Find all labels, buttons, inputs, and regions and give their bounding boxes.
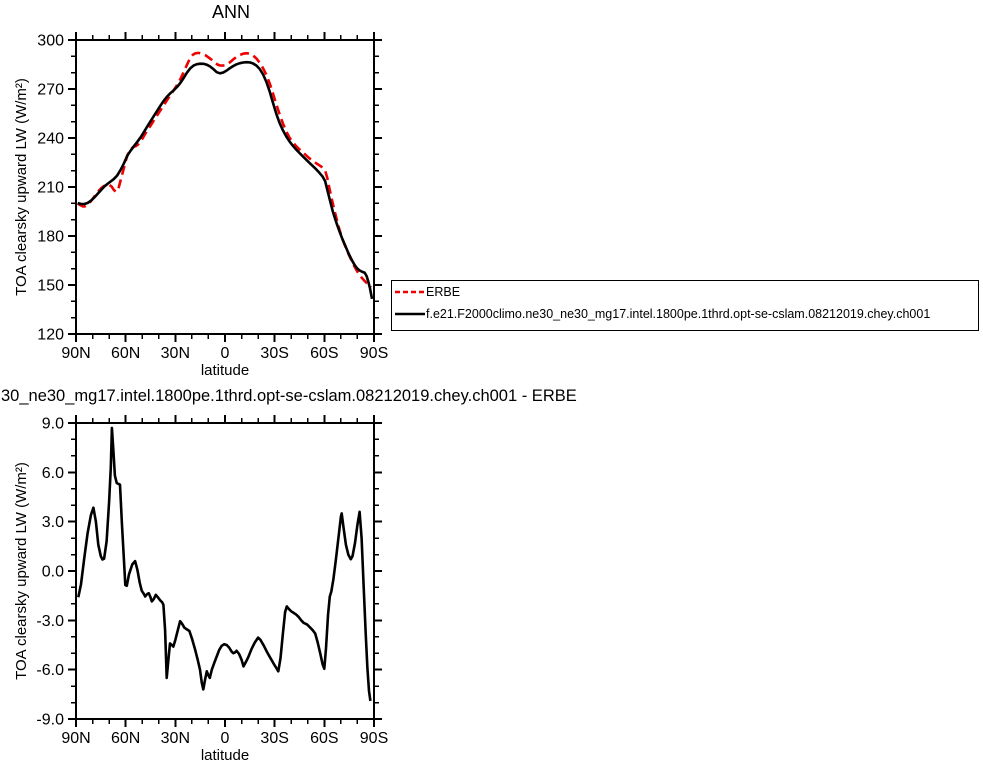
series-line xyxy=(77,51,373,289)
legend-entry-model: f.e21.F2000climo.ne30_ne30_mg17.intel.18… xyxy=(392,303,978,325)
top-chart: 90N 60N 30N 0 30S 60S 90S 300 270 240 210 180 150 120 xyxy=(37,32,388,362)
x-tick-label: 0 xyxy=(221,345,230,362)
top-chart-x-axis-title: latitude xyxy=(200,362,250,379)
x-tick-label: 0 xyxy=(221,730,230,747)
x-tick-label: 30N xyxy=(161,345,190,362)
x-tick-label: 90N xyxy=(61,345,90,362)
y-tick-label: 9.0 xyxy=(42,416,64,433)
legend-label-erbe: ERBE xyxy=(426,285,461,299)
legend-entry-erbe: ERBE xyxy=(392,281,978,303)
legend-label-model: f.e21.F2000climo.ne30_ne30_mg17.intel.18… xyxy=(426,307,931,321)
y-tick-label: 180 xyxy=(37,229,64,246)
x-tick-label: 90S xyxy=(360,345,388,362)
y-tick-label: 120 xyxy=(37,327,64,344)
y-tick-label: 3.0 xyxy=(42,514,64,531)
top-chart-y-axis-title: TOA clearsky upward LW (W/m²) xyxy=(13,78,30,296)
y-tick-label: 210 xyxy=(37,180,64,197)
y-tick-label: 240 xyxy=(37,131,64,148)
legend-box: ERBE f.e21.F2000climo.ne30_ne30_mg17.int… xyxy=(391,280,979,331)
y-tick-label: 150 xyxy=(37,278,64,295)
x-tick-label: 60N xyxy=(111,730,140,747)
x-tick-label: 90S xyxy=(360,730,388,747)
bottom-chart-x-axis-title: latitude xyxy=(200,747,250,764)
x-tick-label: 60N xyxy=(111,345,140,362)
series-line xyxy=(77,426,372,702)
bottom-chart-title: 30_ne30_mg17.intel.1800pe.1thrd.opt-se-c… xyxy=(1,387,577,405)
y-tick-label: 6.0 xyxy=(42,465,64,482)
x-tick-label: 30S xyxy=(260,345,288,362)
bottom-chart: 90N 60N 30N 0 30S 60S 90S 9.0 6.0 3.0 0.0 -3.0 -6.0 -… xyxy=(36,415,388,747)
x-tick-label: 30S xyxy=(260,730,288,747)
y-tick-label: -3.0 xyxy=(36,613,64,630)
bottom-chart-y-axis-title: TOA clearsky upward LW (W/m²) xyxy=(13,462,30,680)
erbe-dashed-line-sample xyxy=(395,290,425,294)
y-tick-label: 300 xyxy=(37,33,64,50)
x-tick-label: 30N xyxy=(161,730,190,747)
x-tick-label: 90N xyxy=(61,730,90,747)
series-line xyxy=(77,60,374,300)
model-solid-line-sample xyxy=(395,312,425,316)
x-tick-label: 60S xyxy=(310,730,338,747)
y-tick-label: -6.0 xyxy=(36,662,64,679)
x-tick-label: 60S xyxy=(310,345,338,362)
top-chart-title: ANN xyxy=(211,2,250,22)
y-tick-label: 270 xyxy=(37,82,64,99)
axis-frame xyxy=(75,422,375,720)
y-tick-label: 0.0 xyxy=(42,564,64,581)
y-tick-label: -9.0 xyxy=(36,712,64,729)
